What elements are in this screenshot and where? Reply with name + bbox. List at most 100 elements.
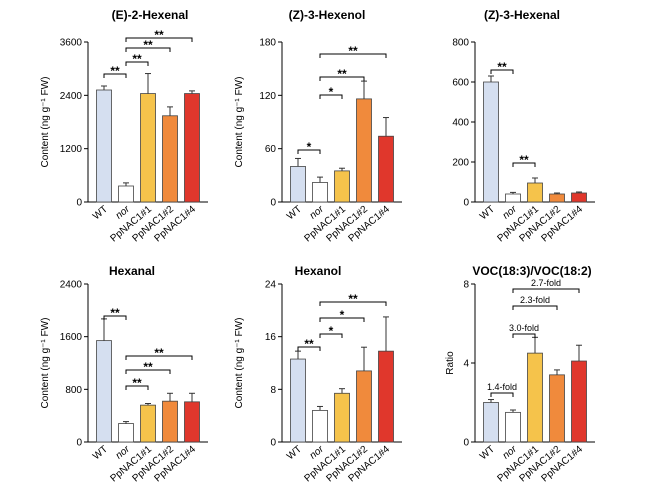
panel-0: (E)-2-Hexenal 0 1200 2400 3600 Content (ng g⁻… [40, 8, 208, 244]
significance-label: * [307, 140, 312, 154]
significance-bracket [512, 305, 558, 310]
significance-label: 2.7-fold [531, 278, 561, 288]
significance-label: ** [132, 52, 142, 66]
y-axis-label: Ratio [445, 351, 456, 375]
bar-2 [140, 404, 156, 443]
bar-0 [96, 89, 112, 203]
y-tick-label: 180 [259, 38, 276, 49]
y-tick-label: 8 [270, 385, 276, 396]
significance-label: ** [348, 44, 358, 58]
y-tick-label: 2400 [60, 91, 83, 102]
bar-4 [184, 401, 200, 443]
bar-0 [96, 340, 112, 443]
bar-1 [118, 423, 134, 443]
y-tick-label: 4 [463, 359, 469, 370]
significance-label: ** [304, 337, 314, 351]
significance-bracket [297, 346, 321, 351]
bar-4 [378, 135, 394, 203]
y-tick-label: 0 [270, 198, 276, 209]
significance-bracket [103, 73, 127, 78]
category-label: WT [91, 444, 110, 462]
y-tick-label: 60 [265, 144, 277, 155]
bar-4 [378, 350, 394, 443]
significance-bracket [490, 392, 514, 397]
significance-bracket [319, 76, 365, 81]
y-tick-label: 400 [452, 118, 469, 129]
bar-3 [356, 370, 372, 443]
significance-bracket [319, 301, 387, 306]
y-tick-label: 1200 [60, 144, 83, 155]
significance-bracket [125, 61, 149, 66]
significance-bracket [512, 162, 536, 167]
y-axis-label: Content (ng g⁻¹ FW) [40, 77, 51, 168]
significance-label: ** [132, 376, 142, 390]
bar-0 [483, 81, 499, 203]
bar-3 [162, 115, 178, 203]
y-tick-label: 0 [76, 438, 82, 449]
y-tick-label: 800 [65, 385, 82, 396]
y-axis-label: Content (ng g⁻¹ FW) [234, 318, 245, 409]
y-axis-label: Content (ng g⁻¹ FW) [40, 318, 51, 409]
significance-bracket [512, 288, 580, 293]
bar-2 [334, 392, 350, 443]
significance-label: ** [154, 28, 164, 42]
bar-4 [571, 192, 587, 203]
significance-label: * [329, 324, 334, 338]
y-tick-label: 3600 [60, 38, 83, 49]
bar-1 [505, 193, 521, 203]
y-tick-label: 800 [452, 38, 469, 49]
bar-3 [162, 400, 178, 443]
panel-3: Hexanal 0 800 1600 2400 Content (ng g⁻¹ FW) WT… [40, 264, 208, 484]
y-tick-label: 600 [452, 78, 469, 89]
panel-title: VOC(18:3)/VOC(18:2) [472, 264, 591, 278]
y-tick-label: 2400 [60, 280, 83, 291]
significance-label: ** [337, 67, 347, 81]
significance-bracket [512, 333, 536, 338]
bar-1 [312, 409, 328, 443]
category-label: WT [285, 204, 304, 222]
bar-3 [356, 98, 372, 203]
significance-label: ** [348, 292, 358, 306]
panel-title: Hexanol [295, 264, 342, 278]
bar-2 [527, 182, 543, 203]
bar-0 [290, 166, 306, 203]
significance-label: * [329, 85, 334, 99]
panel-title: Hexanal [109, 264, 155, 278]
significance-bracket [125, 369, 171, 374]
significance-label: ** [519, 153, 529, 167]
category-label: WT [478, 204, 497, 222]
significance-label: ** [154, 346, 164, 360]
significance-bracket [125, 385, 149, 390]
bar-3 [549, 193, 565, 203]
panel-title: (Z)-3-Hexenol [289, 8, 366, 22]
significance-label: 3.0-fold [509, 323, 539, 333]
bar-4 [184, 93, 200, 203]
significance-bracket [297, 149, 321, 154]
significance-label: ** [110, 306, 120, 320]
category-label: WT [91, 204, 110, 222]
bar-4 [571, 360, 587, 443]
category-label: WT [285, 444, 304, 462]
significance-bracket [103, 315, 127, 320]
y-tick-label: 8 [463, 280, 469, 291]
y-tick-label: 1600 [60, 332, 83, 343]
bar-2 [334, 170, 350, 203]
y-tick-label: 0 [463, 198, 469, 209]
significance-bracket [319, 333, 343, 338]
category-label: WT [478, 444, 497, 462]
panel-title: (Z)-3-Hexenal [484, 8, 560, 22]
bar-0 [290, 358, 306, 443]
significance-label: ** [143, 360, 153, 374]
significance-bracket [319, 317, 365, 322]
y-tick-label: 24 [265, 280, 277, 291]
y-tick-label: 0 [76, 198, 82, 209]
y-tick-label: 200 [452, 158, 469, 169]
bar-3 [549, 374, 565, 443]
significance-label: 2.3-fold [520, 295, 550, 305]
significance-bracket [319, 94, 343, 99]
bar-1 [505, 411, 521, 443]
